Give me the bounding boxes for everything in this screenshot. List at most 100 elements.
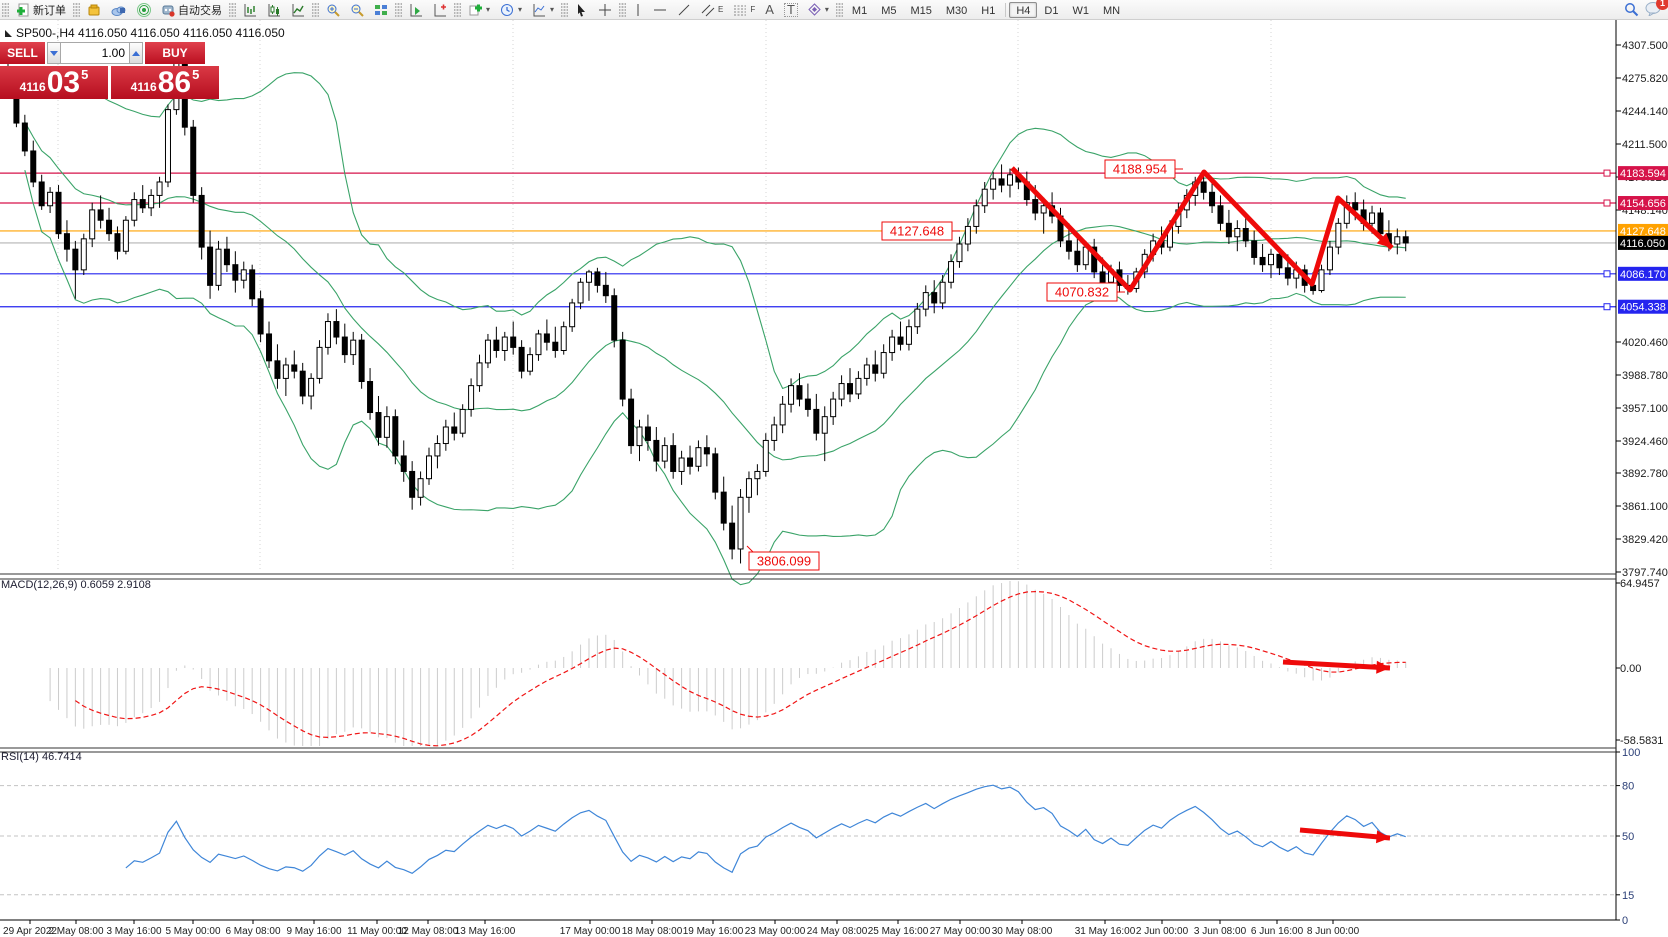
zoom-in-button[interactable]: [321, 1, 345, 19]
svg-text:13 May 16:00: 13 May 16:00: [455, 926, 516, 937]
timeframe-MN[interactable]: MN: [1102, 4, 1121, 17]
svg-text:2 Jun 00:00: 2 Jun 00:00: [1136, 926, 1189, 937]
svg-text:4020.460: 4020.460: [1622, 337, 1668, 349]
bar-chart-icon: [244, 3, 256, 16]
fibonacci-button[interactable]: F: [728, 1, 760, 19]
svg-text:18 May 08:00: 18 May 08:00: [622, 926, 683, 937]
toolbar-grip[interactable]: [561, 2, 569, 17]
buy-price-button[interactable]: 4116 86 5: [111, 66, 219, 99]
svg-text:50: 50: [1622, 831, 1634, 843]
auto-trading-label: 自动交易: [178, 4, 222, 17]
svg-text:100: 100: [1622, 747, 1640, 759]
add-indicator-icon: [469, 4, 482, 15]
toolbar-grip[interactable]: [312, 2, 319, 17]
signals-button[interactable]: [132, 1, 156, 19]
chevron-down-icon: ▾: [824, 5, 829, 14]
indicator-list-button[interactable]: [428, 1, 452, 19]
toolbar-grip[interactable]: [835, 2, 843, 17]
toolbar-grip[interactable]: [395, 2, 402, 17]
candlestick-chart-icon: [268, 3, 280, 16]
templates-icon: [533, 3, 546, 16]
timeframe-H1[interactable]: H1: [981, 4, 996, 17]
svg-text:4275.820: 4275.820: [1622, 73, 1668, 85]
bollinger-bands: [24, 69, 1406, 586]
timeframe-H4[interactable]: H4: [1009, 1, 1038, 18]
svg-text:8 Jun 00:00: 8 Jun 00:00: [1307, 926, 1360, 937]
svg-text:3829.420: 3829.420: [1622, 534, 1668, 546]
zoom-out-button[interactable]: [345, 1, 369, 19]
timeframe-M5[interactable]: M5: [881, 4, 897, 17]
chat-button[interactable]: 1: [1645, 0, 1668, 19]
toolbar-grip[interactable]: [454, 2, 461, 17]
tile-windows-button[interactable]: [369, 1, 393, 19]
svg-text:4188.954: 4188.954: [1113, 162, 1167, 177]
triangle-down-icon: [50, 50, 58, 56]
label-tool-icon: T: [783, 2, 798, 17]
search-icon[interactable]: [1624, 2, 1639, 17]
timeframe-M30[interactable]: M30: [945, 4, 968, 17]
buy-button[interactable]: BUY: [145, 42, 205, 64]
auto-trading-button[interactable]: 自动交易: [156, 1, 227, 19]
horizontal-lines: [0, 169, 1616, 311]
panel-frames: [0, 20, 1617, 921]
cloud-icon: [111, 6, 126, 16]
toolbar-grip[interactable]: [73, 2, 80, 17]
svg-text:80: 80: [1622, 781, 1634, 793]
timeframe-W1[interactable]: W1: [1072, 4, 1089, 17]
toolbar-grip[interactable]: [619, 2, 627, 17]
trendline-button[interactable]: [672, 1, 696, 19]
rsi-panel: 100 80 50 15 0: [0, 747, 1640, 927]
timeframe-D1[interactable]: D1: [1044, 4, 1059, 17]
volume-decrease-button[interactable]: [47, 42, 61, 64]
label-tool-button[interactable]: T: [779, 1, 803, 19]
new-chart-button[interactable]: [404, 1, 428, 19]
svg-text:4183.594: 4183.594: [1620, 168, 1666, 180]
chart-title: SP500-,H4 4116.050 4116.050 4116.050 411…: [16, 26, 285, 40]
new-order-button[interactable]: 新订单: [11, 1, 71, 19]
volume-stepper: [47, 42, 143, 64]
svg-text:3 May 16:00: 3 May 16:00: [106, 926, 161, 937]
svg-text:17 May 00:00: 17 May 00:00: [560, 926, 621, 937]
signals-icon: [137, 2, 151, 17]
candlestick-chart-button[interactable]: [262, 1, 286, 19]
svg-text:12 May 08:00: 12 May 08:00: [398, 926, 459, 937]
svg-text:24 May 08:00: 24 May 08:00: [807, 926, 868, 937]
macd-panel: 64.9457 0.00 -58.5831: [49, 578, 1663, 747]
timeframe-M15[interactable]: M15: [910, 4, 932, 17]
crosshair-button[interactable]: [593, 1, 617, 19]
profiles-button[interactable]: [82, 1, 106, 19]
fibonacci-icon: [734, 5, 747, 15]
bar-chart-button[interactable]: [238, 1, 262, 19]
svg-text:3892.780: 3892.780: [1622, 468, 1668, 480]
chart-icon: [5, 30, 12, 37]
volume-input[interactable]: [61, 42, 129, 64]
equidistant-channel-button[interactable]: E: [696, 1, 728, 19]
line-chart-button[interactable]: [286, 1, 310, 19]
triangle-up-icon: [132, 50, 140, 56]
text-tool-button[interactable]: A: [760, 1, 779, 19]
vertical-line-button[interactable]: [628, 1, 648, 19]
timeframe-M1[interactable]: M1: [851, 4, 868, 17]
horizontal-line-icon: [654, 9, 667, 10]
volume-increase-button[interactable]: [129, 42, 143, 64]
cursor-button[interactable]: [570, 1, 593, 19]
templates-button[interactable]: ▾: [527, 1, 559, 19]
periods-button[interactable]: ▾: [495, 1, 527, 19]
price-annotation[interactable]: [748, 551, 820, 571]
horizontal-line-button[interactable]: [648, 1, 672, 19]
svg-text:0.00: 0.00: [1620, 663, 1641, 675]
sell-price-button[interactable]: 4116 03 5: [0, 66, 108, 99]
svg-text:4244.140: 4244.140: [1622, 106, 1668, 118]
shapes-button[interactable]: ▾: [803, 1, 834, 19]
svg-text:23 May 00:00: 23 May 00:00: [745, 926, 806, 937]
svg-text:3 Jun 08:00: 3 Jun 08:00: [1194, 926, 1247, 937]
toolbar-grip[interactable]: [2, 2, 9, 17]
toolbar-grip[interactable]: [229, 2, 236, 17]
text-tool-icon: A: [765, 1, 774, 17]
auto-trading-icon: [162, 5, 175, 17]
add-indicator-button[interactable]: ▾: [463, 1, 495, 19]
sell-button[interactable]: SELL: [0, 42, 45, 64]
cloud-button[interactable]: [106, 1, 132, 19]
